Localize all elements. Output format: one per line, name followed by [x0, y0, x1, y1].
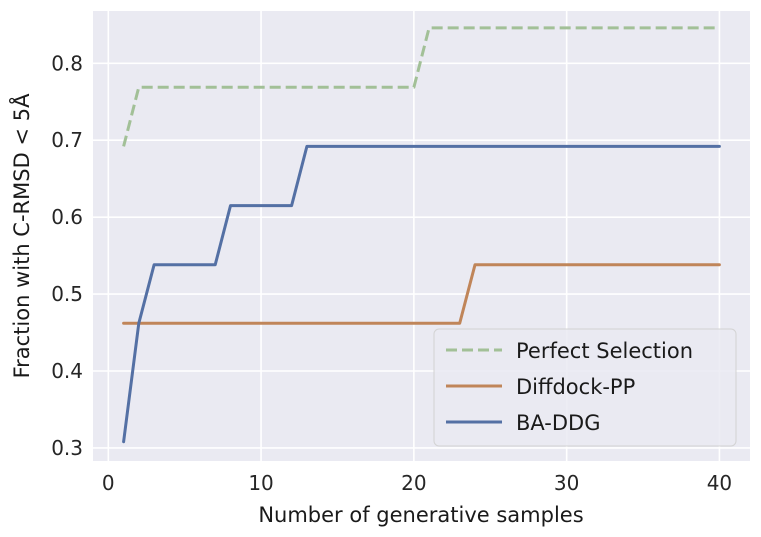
x-tick-labels: 0 10 20 30 40: [102, 471, 732, 495]
y-axis-label: Fraction with C-RMSD < 5Å: [8, 93, 34, 378]
x-axis-label: Number of generative samples: [258, 503, 583, 527]
y-tick-label: 0.3: [51, 436, 83, 460]
legend-box: [433, 328, 737, 447]
x-tick-label: 0: [102, 471, 115, 495]
y-tick-label: 0.6: [51, 205, 83, 229]
x-tick-label: 10: [248, 471, 273, 495]
y-tick-label: 0.8: [51, 51, 83, 75]
x-tick-label: 40: [707, 471, 732, 495]
legend-label: Perfect Selection: [516, 339, 693, 363]
x-tick-label: 20: [401, 471, 426, 495]
series-line-diffdock-pp: [122, 263, 721, 325]
legend: Perfect Selection Diffdock-PP BA-DDG: [433, 328, 737, 447]
y-tick-label: 0.4: [51, 359, 83, 383]
legend-label: Diffdock-PP: [516, 375, 635, 399]
series-line-ba-ddg: [122, 144, 721, 444]
y-tick-labels: 0.3 0.4 0.5 0.6 0.7 0.8: [51, 51, 83, 460]
y-tick-label: 0.5: [51, 282, 83, 306]
series-line-perfect-selection: [122, 26, 720, 147]
series-lines: [122, 26, 721, 444]
legend-label: BA-DDG: [516, 411, 601, 435]
x-tick-label: 30: [554, 471, 579, 495]
y-tick-label: 0.7: [51, 128, 83, 152]
